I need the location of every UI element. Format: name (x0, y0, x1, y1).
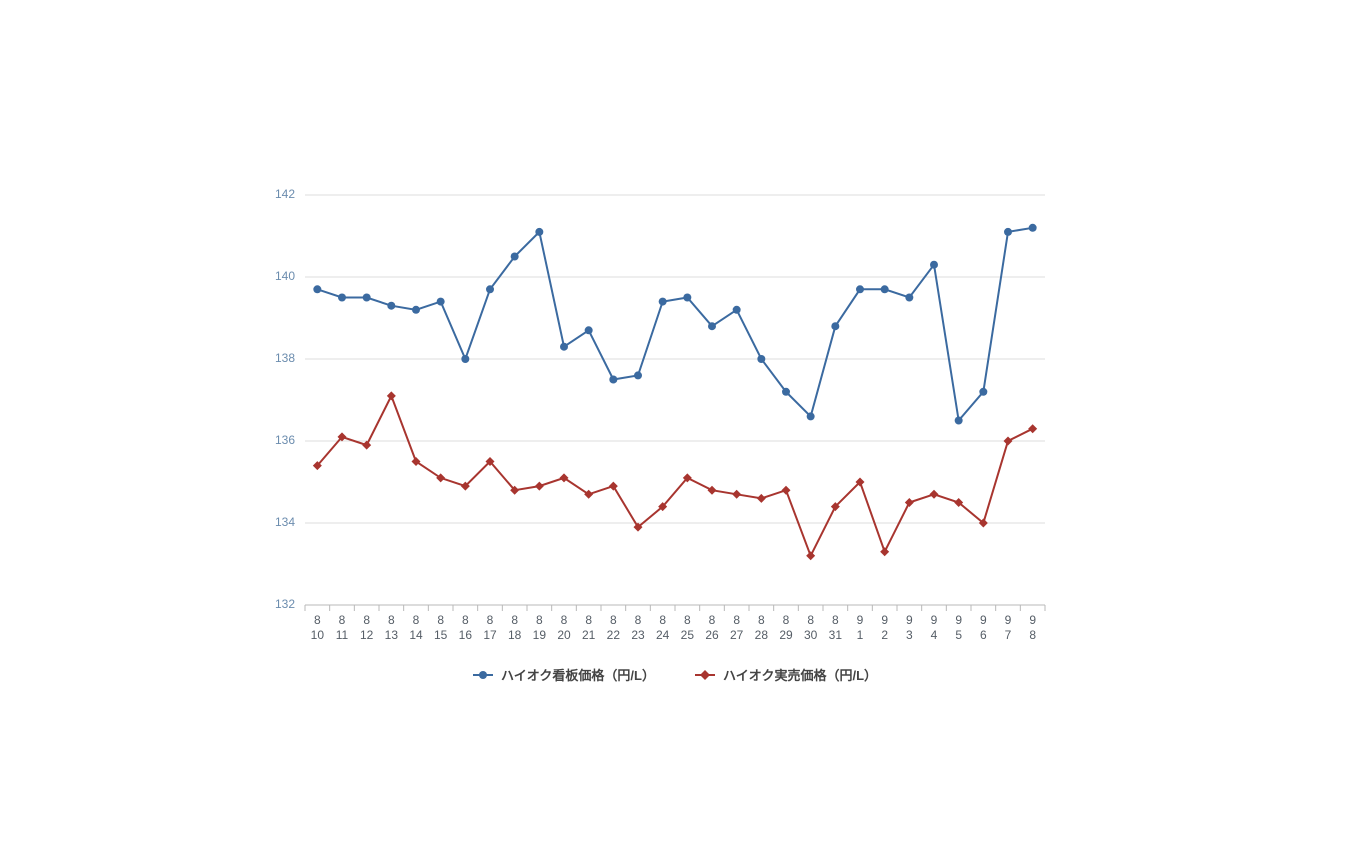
series-marker-0 (461, 355, 469, 363)
series-marker-0 (979, 388, 987, 396)
series-marker-1 (362, 441, 371, 450)
x-tick-label: 9 5 (947, 613, 971, 643)
series-marker-0 (560, 343, 568, 351)
legend-item-1: ハイオク実売価格（円/L） (695, 665, 877, 684)
series-marker-0 (930, 261, 938, 269)
x-tick-label: 8 13 (379, 613, 403, 643)
series-marker-0 (782, 388, 790, 396)
series-marker-0 (313, 285, 321, 293)
series-line-0 (317, 228, 1032, 421)
series-marker-0 (807, 412, 815, 420)
series-marker-0 (1004, 228, 1012, 236)
y-tick-label: 136 (265, 433, 295, 447)
x-tick-label: 8 16 (453, 613, 477, 643)
circle-marker-icon (473, 669, 493, 681)
x-tick-label: 8 10 (305, 613, 329, 643)
x-tick-label: 8 12 (355, 613, 379, 643)
series-marker-1 (1004, 437, 1013, 446)
series-marker-0 (757, 355, 765, 363)
x-tick-label: 9 3 (897, 613, 921, 643)
series-marker-0 (881, 285, 889, 293)
series-marker-0 (387, 302, 395, 310)
x-tick-label: 8 24 (651, 613, 675, 643)
series-marker-1 (806, 551, 815, 560)
series-marker-0 (535, 228, 543, 236)
x-tick-label: 9 6 (971, 613, 995, 643)
series-marker-0 (412, 306, 420, 314)
series-marker-0 (511, 253, 519, 261)
series-marker-0 (609, 376, 617, 384)
x-tick-label: 8 19 (527, 613, 551, 643)
x-tick-label: 9 7 (996, 613, 1020, 643)
legend-item-0: ハイオク看板価格（円/L） (473, 665, 655, 684)
series-marker-1 (708, 486, 717, 495)
y-tick-label: 140 (265, 269, 295, 283)
x-tick-label: 8 30 (799, 613, 823, 643)
legend: ハイオク看板価格（円/L） ハイオク実売価格（円/L） (305, 665, 1045, 684)
series-marker-1 (609, 482, 618, 491)
x-tick-label: 8 31 (823, 613, 847, 643)
x-tick-label: 8 15 (429, 613, 453, 643)
series-marker-0 (585, 326, 593, 334)
x-tick-label: 9 8 (1021, 613, 1045, 643)
series-marker-0 (905, 294, 913, 302)
diamond-marker-icon (695, 669, 715, 681)
series-marker-0 (338, 294, 346, 302)
series-marker-1 (905, 498, 914, 507)
x-tick-label: 9 4 (922, 613, 946, 643)
x-tick-label: 8 20 (552, 613, 576, 643)
x-tick-label: 8 28 (749, 613, 773, 643)
series-marker-0 (363, 294, 371, 302)
x-tick-label: 8 14 (404, 613, 428, 643)
series-marker-1 (880, 547, 889, 556)
legend-label: ハイオク実売価格（円/L） (723, 665, 877, 684)
x-tick-label: 9 2 (873, 613, 897, 643)
y-tick-label: 134 (265, 515, 295, 529)
y-tick-label: 142 (265, 187, 295, 201)
series-marker-1 (535, 482, 544, 491)
series-line-1 (317, 396, 1032, 556)
series-marker-1 (1028, 424, 1037, 433)
series-marker-0 (831, 322, 839, 330)
x-tick-label: 8 27 (725, 613, 749, 643)
series-marker-0 (708, 322, 716, 330)
x-tick-label: 8 25 (675, 613, 699, 643)
series-marker-0 (733, 306, 741, 314)
series-marker-0 (659, 298, 667, 306)
x-tick-label: 8 21 (577, 613, 601, 643)
x-tick-label: 8 26 (700, 613, 724, 643)
x-tick-label: 8 17 (478, 613, 502, 643)
price-line-chart (0, 0, 1350, 844)
x-tick-label: 8 22 (601, 613, 625, 643)
series-marker-0 (486, 285, 494, 293)
y-tick-label: 138 (265, 351, 295, 365)
x-tick-label: 8 23 (626, 613, 650, 643)
series-marker-1 (930, 490, 939, 499)
series-marker-1 (782, 486, 791, 495)
x-tick-label: 8 18 (503, 613, 527, 643)
series-marker-0 (1029, 224, 1037, 232)
series-marker-0 (955, 417, 963, 425)
series-marker-0 (437, 298, 445, 306)
series-marker-1 (757, 494, 766, 503)
x-tick-label: 8 11 (330, 613, 354, 643)
y-tick-label: 132 (265, 597, 295, 611)
x-tick-label: 9 1 (848, 613, 872, 643)
legend-label: ハイオク看板価格（円/L） (501, 665, 655, 684)
series-marker-1 (387, 391, 396, 400)
x-tick-label: 8 29 (774, 613, 798, 643)
series-marker-0 (683, 294, 691, 302)
series-marker-1 (732, 490, 741, 499)
series-marker-0 (856, 285, 864, 293)
series-marker-0 (634, 371, 642, 379)
